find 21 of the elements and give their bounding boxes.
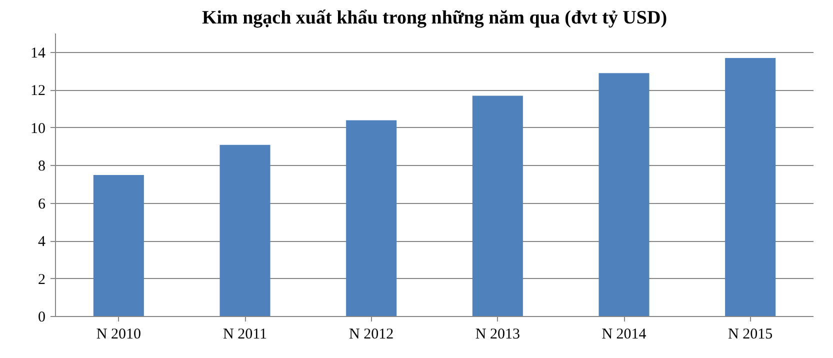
y-tick-label: 6 (38, 196, 46, 212)
y-tick-label: 12 (30, 83, 46, 100)
y-tick-label: 8 (38, 158, 46, 175)
x-tick-label: N 2012 (349, 326, 394, 342)
bar (472, 96, 523, 316)
y-tick-label: 10 (30, 120, 46, 137)
y-tick-label: 2 (38, 272, 46, 288)
y-tick-label: 0 (38, 310, 46, 326)
y-tick-label: 4 (38, 234, 46, 250)
bar (220, 144, 270, 316)
x-tick-label: N 2015 (728, 326, 773, 342)
bar (725, 58, 776, 316)
x-tick-label: N 2011 (222, 326, 268, 342)
bar (346, 120, 397, 316)
x-tick-label: N 2013 (475, 326, 520, 342)
bar (598, 73, 650, 316)
x-tick-label: N 2014 (602, 326, 647, 342)
y-tick-label: 14 (30, 45, 46, 62)
bar (93, 175, 144, 316)
x-tick-label: N 2010 (96, 326, 141, 342)
chart-title: Kim ngạch xuất khẩu trong những năm qua (đvt tỷ USD) (202, 8, 668, 28)
